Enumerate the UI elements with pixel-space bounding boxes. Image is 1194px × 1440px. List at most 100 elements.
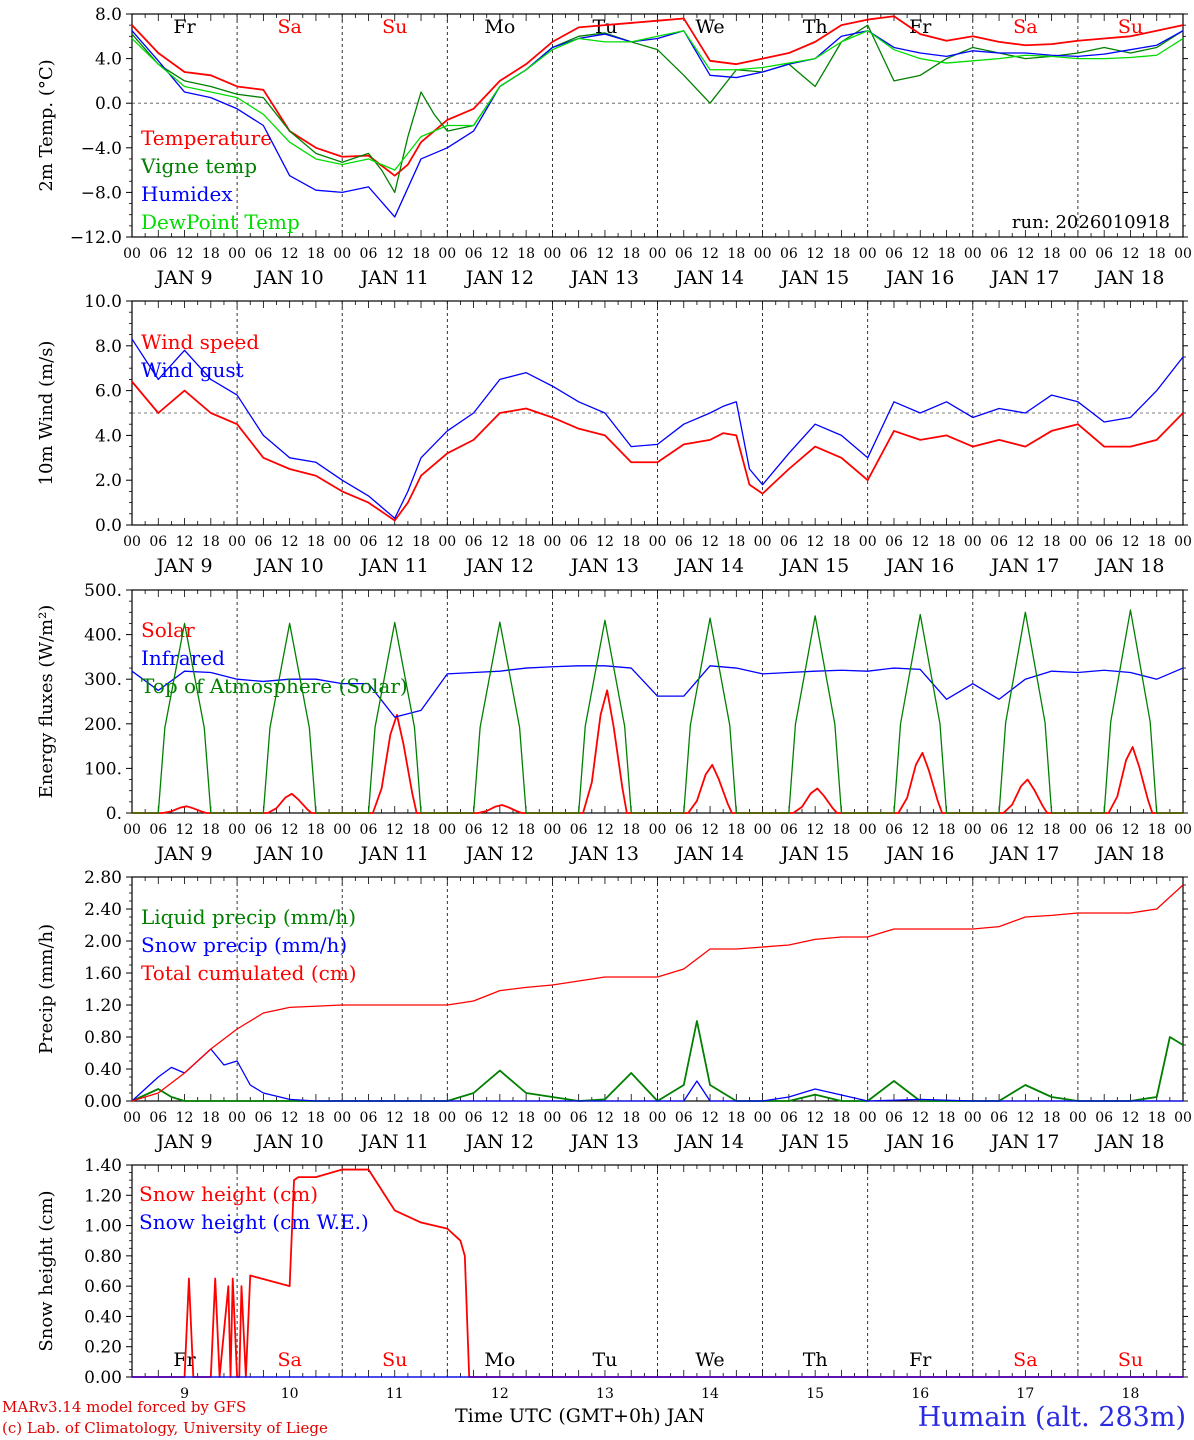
precip-panel: 2.80 2.40 2.00 1.60 1.20 0.80 0.40 0.00 Precip (… <box>36 868 1192 1153</box>
precip-legend-entry-0: Liquid precip (mm/h) <box>141 905 356 929</box>
precip-hour-label: 00 <box>649 1110 667 1126</box>
precip-hour-label: 06 <box>1095 1110 1113 1126</box>
temp-hour-label: 00 <box>123 246 141 262</box>
snow-weekday-label: Th <box>803 1349 828 1371</box>
temp-hour-label: 06 <box>885 246 903 262</box>
wind-series-line-1 <box>131 338 1184 519</box>
snow-y-tick-label: 0.80 <box>84 1247 122 1267</box>
wind-hour-label: 00 <box>754 534 772 550</box>
precip-hour-label: 18 <box>1043 1110 1061 1126</box>
wind-hour-label: 06 <box>990 534 1008 550</box>
energy-hour-label: 06 <box>149 822 167 838</box>
precip-hour-label: 12 <box>386 1110 404 1126</box>
temp-date-label: JAN 11 <box>359 267 429 289</box>
temp-date-label: JAN 9 <box>155 267 213 289</box>
temp-date-label: JAN 15 <box>779 267 849 289</box>
temp-hour-label: 00 <box>228 246 246 262</box>
wind-date-label: JAN 14 <box>674 555 744 577</box>
wind-hour-label: 06 <box>1095 534 1113 550</box>
energy-hour-label: 12 <box>1016 822 1034 838</box>
temp-date-label: JAN 16 <box>884 267 954 289</box>
wind-date-label: JAN 18 <box>1094 555 1164 577</box>
wind-hour-label: 12 <box>596 534 614 550</box>
energy-legend-entry-2: Top of Atmosphere (Solar) <box>141 674 408 698</box>
energy-hour-label: 18 <box>833 822 851 838</box>
temp-weekday-label: Sa <box>1013 16 1037 38</box>
precip-hour-label: 00 <box>754 1110 772 1126</box>
temp-weekday-label: Mo <box>484 16 515 38</box>
temp-legend-entry-2: Humidex <box>141 182 233 206</box>
wind-hour-label: 06 <box>360 534 378 550</box>
temp-hour-label: 12 <box>911 246 929 262</box>
energy-hour-label: 00 <box>543 822 561 838</box>
precip-date-label: JAN 18 <box>1094 1131 1164 1153</box>
precip-hour-label: 18 <box>307 1110 325 1126</box>
wind-hour-label: 18 <box>517 534 535 550</box>
precip-y-tick-label: 2.40 <box>84 900 122 920</box>
wind-date-label: JAN 15 <box>779 555 849 577</box>
temp-hour-label: 12 <box>596 246 614 262</box>
temp-weekday-label: Tu <box>592 16 617 38</box>
wind-y-tick-label: 4.0 <box>95 426 122 446</box>
wind-hour-label: 18 <box>938 534 956 550</box>
temp-hour-label: 18 <box>833 246 851 262</box>
temp-date-label: JAN 18 <box>1094 267 1164 289</box>
temp-hour-label: 00 <box>1069 246 1087 262</box>
snow-day-number: 13 <box>596 1386 614 1400</box>
temp-weekday-label: Fr <box>173 16 196 38</box>
temp-frame <box>131 13 1184 238</box>
temp-weekday-label: We <box>695 16 724 38</box>
precip-hour-label: 06 <box>570 1110 588 1126</box>
snow-y-tick-label: 0.60 <box>84 1277 122 1297</box>
energy-hour-label: 06 <box>360 822 378 838</box>
temp-y-tick-label: 8.0 <box>95 5 122 25</box>
snow-weekday-label: Su <box>1118 1349 1143 1371</box>
snow-y-tick-label: 1.20 <box>84 1186 122 1206</box>
precip-date-label: JAN 14 <box>674 1131 744 1153</box>
snow-legend-entry-0: Snow height (cm) <box>139 1182 318 1206</box>
temp-hour-label: 06 <box>360 246 378 262</box>
x-axis-title: Time UTC (GMT+0h) JAN <box>455 1405 705 1427</box>
snow-weekday-label: Sa <box>277 1349 301 1371</box>
temp-series-line-2 <box>131 30 1184 218</box>
snow-day-number: 12 <box>491 1386 509 1400</box>
wind-hour-label: 12 <box>806 534 824 550</box>
wind-hour-label: 12 <box>1016 534 1034 550</box>
temp-hour-label: 18 <box>727 246 745 262</box>
energy-hour-label: 00 <box>333 822 351 838</box>
wind-hour-label: 00 <box>649 534 667 550</box>
precip-legend-entry-1: Snow precip (mm/h) <box>141 933 347 957</box>
precip-date-label: JAN 15 <box>779 1131 849 1153</box>
precip-hour-label: 12 <box>701 1110 719 1126</box>
energy-hour-label: 06 <box>675 822 693 838</box>
wind-hour-label: 18 <box>727 534 745 550</box>
energy-series-line-2 <box>132 609 1183 814</box>
wind-hour-label: 06 <box>570 534 588 550</box>
energy-y-tick-label: 400. <box>84 626 122 646</box>
energy-hour-label: 06 <box>1095 822 1113 838</box>
energy-hour-label: 18 <box>307 822 325 838</box>
model-credit: MARv3.14 model forced by GFS <box>2 1398 247 1416</box>
temp-hour-label: 06 <box>780 246 798 262</box>
precip-date-label: JAN 13 <box>569 1131 639 1153</box>
energy-legend-entry-1: Infrared <box>141 646 225 670</box>
temp-hour-label: 12 <box>491 246 509 262</box>
precip-date-label: JAN 11 <box>359 1131 429 1153</box>
energy-hour-label: 18 <box>727 822 745 838</box>
energy-hour-label: 00 <box>1069 822 1087 838</box>
precip-y-tick-label: 2.80 <box>84 868 122 888</box>
wind-hour-label: 06 <box>780 534 798 550</box>
precip-hour-label: 18 <box>622 1110 640 1126</box>
wind-hour-label: 00 <box>333 534 351 550</box>
precip-hour-label: 00 <box>859 1110 877 1126</box>
energy-date-label: JAN 16 <box>884 843 954 865</box>
wind-hour-label: 06 <box>254 534 272 550</box>
temp-hour-label: 06 <box>465 246 483 262</box>
energy-y-tick-label: 0. <box>106 804 122 824</box>
temp-y-axis-title: 2m Temp. (°C) <box>36 59 57 191</box>
snow-weekday-label: We <box>695 1349 724 1371</box>
temp-hour-label: 00 <box>438 246 456 262</box>
snow-day-number: 15 <box>806 1386 824 1400</box>
energy-hour-label: 06 <box>780 822 798 838</box>
precip-hour-label: 18 <box>938 1110 956 1126</box>
